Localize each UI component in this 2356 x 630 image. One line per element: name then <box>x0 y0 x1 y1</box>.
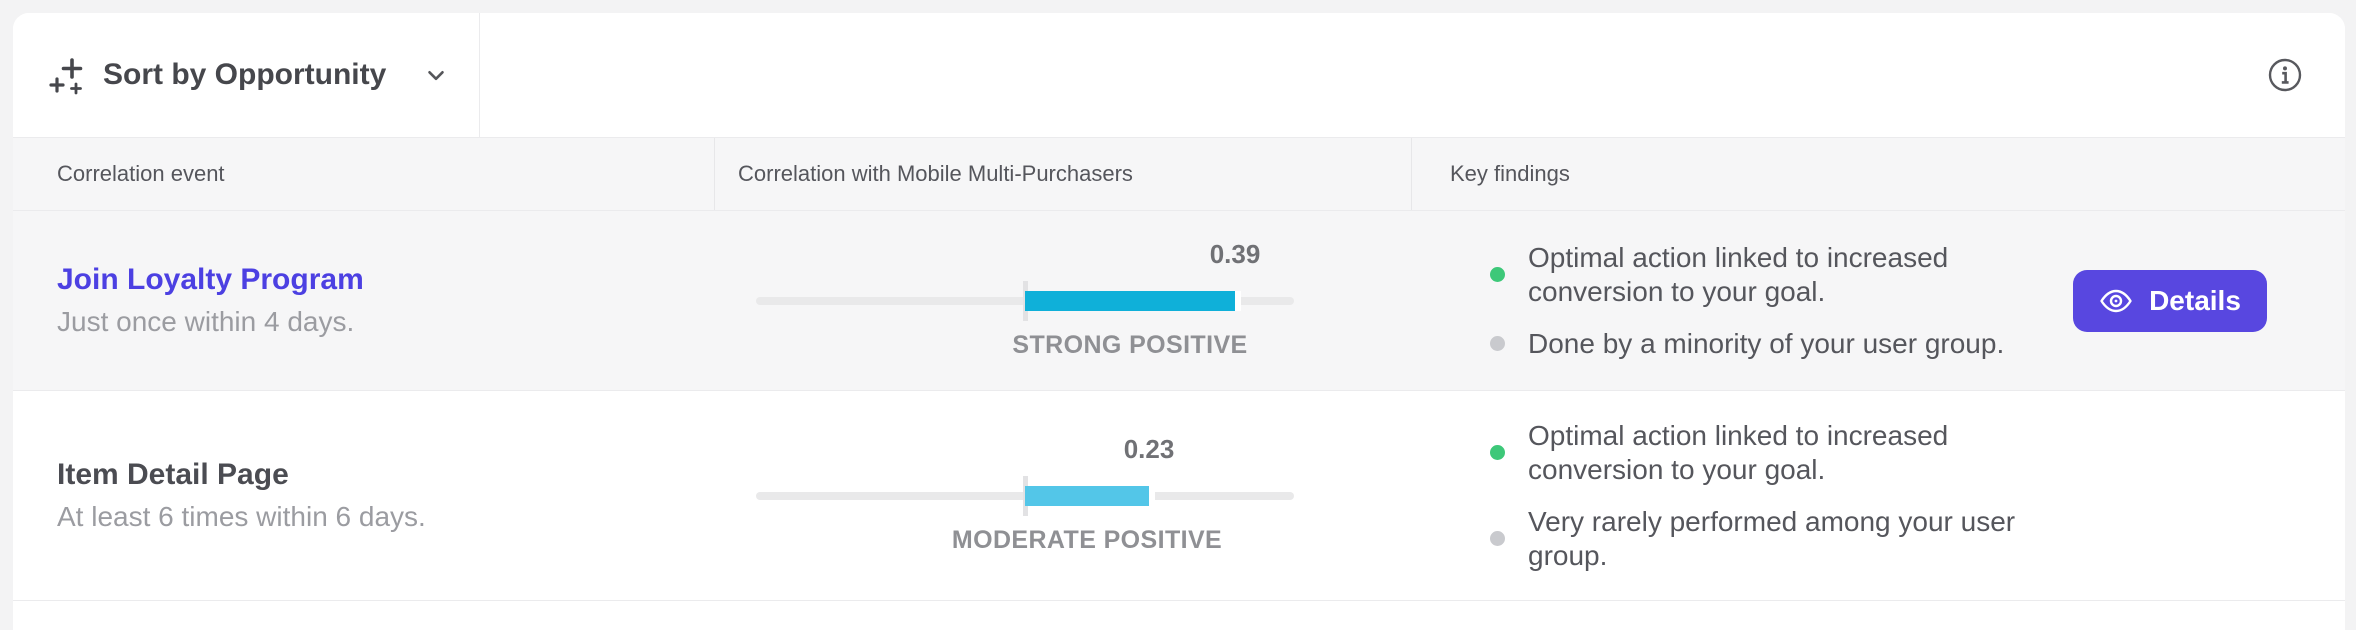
correlation-bar <box>1025 290 1241 311</box>
correlation-meter: 0.39 STRONG POSITIVE <box>756 233 1294 369</box>
finding-text: Very rarely performed among your user gr… <box>1528 505 2016 571</box>
key-findings-cell: Optimal action linked to increased conve… <box>1412 391 2345 600</box>
details-button-label: Details <box>2149 284 2241 316</box>
correlation-value: 0.23 <box>1123 433 1175 464</box>
correlation-track <box>756 280 1294 321</box>
correlation-value: 0.39 <box>1209 238 1261 269</box>
table-row-partial <box>13 601 2345 630</box>
table-row: Join Loyalty Program Just once within 4 … <box>13 211 2345 391</box>
toolbar: Sort by Opportunity <box>13 13 2345 138</box>
event-subtitle: At least 6 times within 6 days. <box>57 501 426 532</box>
event-title-link[interactable]: Join Loyalty Program <box>57 263 364 296</box>
sort-dropdown-label: Sort by Opportunity <box>103 58 387 91</box>
finding-text: Optimal action linked to increased conve… <box>1528 241 1949 307</box>
chevron-down-icon <box>428 70 444 81</box>
event-cell: Item Detail Page At least 6 times within… <box>13 391 715 600</box>
table-row: Item Detail Page At least 6 times within… <box>13 391 2345 601</box>
info-circle-icon <box>2268 58 2302 92</box>
finding-item: Done by a minority of your user group. <box>1490 327 2050 361</box>
info-button[interactable] <box>2267 57 2303 93</box>
table-header-row: Correlation event Correlation with Mobil… <box>13 138 2345 211</box>
sort-by-opportunity-dropdown[interactable]: Sort by Opportunity <box>13 13 480 137</box>
event-title: Item Detail Page <box>57 458 289 491</box>
correlation-table-card: Sort by Opportunity Correlation event Co… <box>13 13 2345 630</box>
column-header-correlation-event: Correlation event <box>13 138 715 210</box>
correlation-bar <box>1025 485 1155 506</box>
correlation-track <box>756 475 1294 516</box>
sparkle-plus-icon <box>49 58 83 95</box>
key-findings-cell: Optimal action linked to increased conve… <box>1412 211 2345 390</box>
finding-item: Very rarely performed among your user gr… <box>1490 505 2050 573</box>
finding-text: Done by a minority of your user group. <box>1528 327 2005 359</box>
findings-list: Optimal action linked to increased conve… <box>1490 241 2050 361</box>
correlation-cell: 0.23 MODERATE POSITIVE <box>715 391 1412 600</box>
neutral-dot-icon <box>1490 336 1505 351</box>
event-cell: Join Loyalty Program Just once within 4 … <box>13 211 715 390</box>
positive-dot-icon <box>1490 445 1505 460</box>
correlation-cell: 0.39 STRONG POSITIVE <box>715 211 1412 390</box>
finding-text: Optimal action linked to increased conve… <box>1528 419 1949 485</box>
findings-list: Optimal action linked to increased conve… <box>1490 419 2050 573</box>
correlation-meter: 0.23 MODERATE POSITIVE <box>756 428 1294 564</box>
positive-dot-icon <box>1490 267 1505 282</box>
column-header-key-findings: Key findings <box>1450 161 1570 186</box>
neutral-dot-icon <box>1490 531 1505 546</box>
event-subtitle: Just once within 4 days. <box>57 306 355 337</box>
details-button[interactable]: Details <box>2073 269 2267 332</box>
correlation-strength-label: STRONG POSITIVE <box>1012 330 1248 359</box>
finding-item: Optimal action linked to increased conve… <box>1490 241 2050 309</box>
finding-item: Optimal action linked to increased conve… <box>1490 419 2050 487</box>
column-header-correlation-with-segment: Correlation with Mobile Multi-Purchasers <box>715 138 1412 210</box>
toolbar-right <box>480 13 2345 137</box>
correlation-strength-label: MODERATE POSITIVE <box>951 525 1223 554</box>
eye-icon <box>2100 289 2132 312</box>
